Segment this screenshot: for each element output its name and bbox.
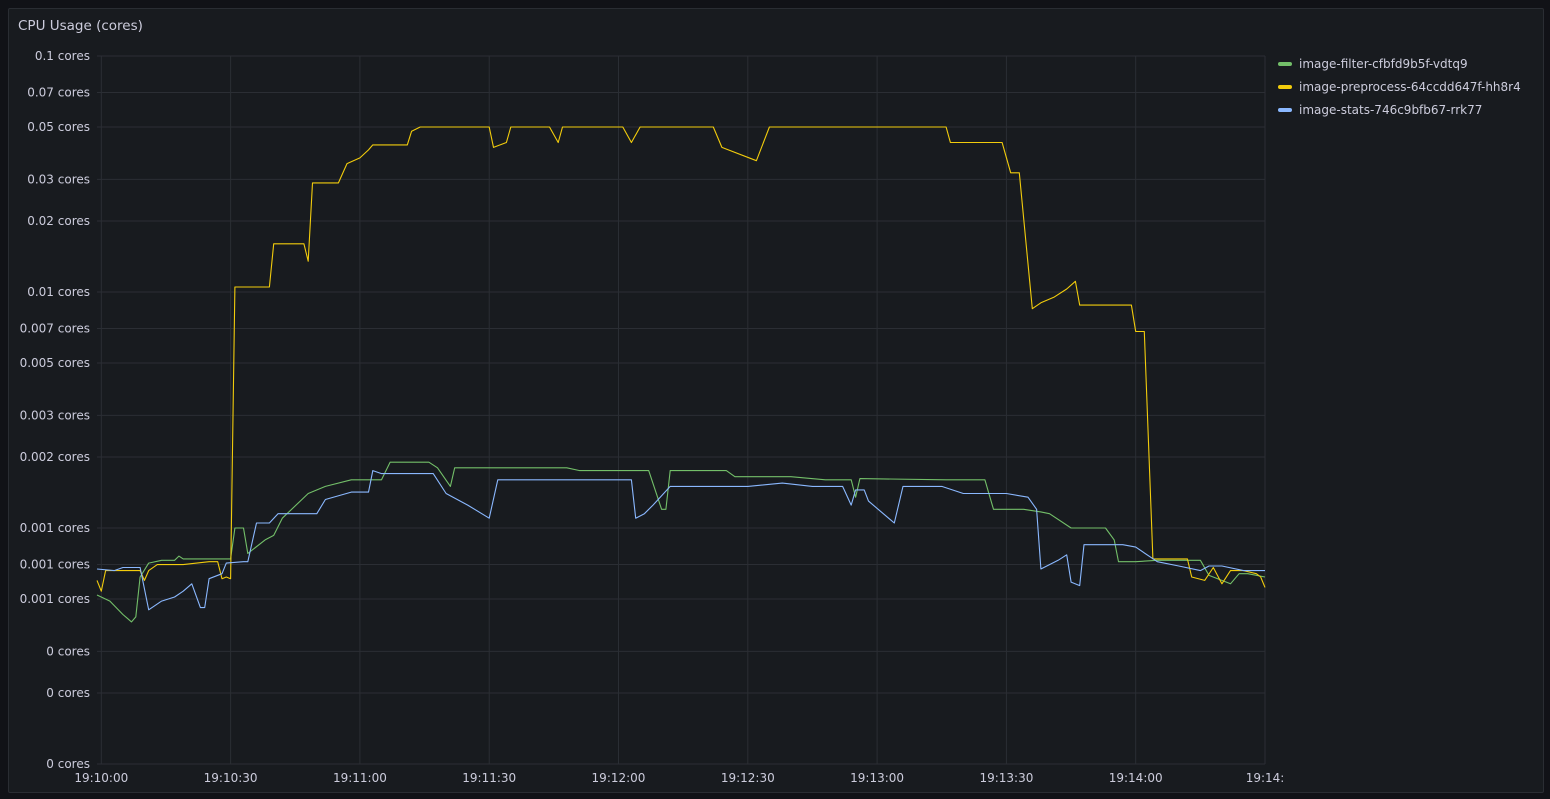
y-tick-label: 0.001 cores xyxy=(20,558,90,572)
legend-label: image-stats-746c9bfb67-rrk77 xyxy=(1299,102,1483,117)
legend-swatch xyxy=(1278,107,1292,112)
y-tick-label: 0.007 cores xyxy=(20,322,90,336)
x-tick-label: 19:14: xyxy=(1246,771,1285,785)
y-tick-label: 0.07 cores xyxy=(27,86,90,100)
y-tick-label: 0.1 cores xyxy=(35,49,90,63)
x-tick-label: 19:14:00 xyxy=(1109,771,1163,785)
y-tick-label: 0.002 cores xyxy=(20,450,90,464)
y-tick-label: 0.02 cores xyxy=(27,214,90,228)
legend-label: image-filter-cfbfd9b5f-vdtq9 xyxy=(1299,56,1468,71)
legend-swatch xyxy=(1278,84,1292,89)
x-axis: 19:10:00 19:10:30 19:11:00 19:11:30 19:12:00… xyxy=(74,771,1284,785)
legend-item[interactable]: image-preprocess-64ccdd647f-hh8r4 xyxy=(1278,75,1540,98)
x-tick-label: 19:13:30 xyxy=(979,771,1033,785)
legend-swatch xyxy=(1278,61,1292,66)
y-tick-label: 0.005 cores xyxy=(20,356,90,370)
legend-item[interactable]: image-filter-cfbfd9b5f-vdtq9 xyxy=(1278,52,1540,75)
x-tick-label: 19:13:00 xyxy=(850,771,904,785)
y-tick-label: 0.03 cores xyxy=(27,172,90,186)
y-tick-label: 0.001 cores xyxy=(20,592,90,606)
panel-title: CPU Usage (cores) xyxy=(18,18,143,34)
grid-lines xyxy=(97,55,1266,765)
chart-panel: CPU Usage (cores) xyxy=(8,8,1544,793)
legend-label: image-preprocess-64ccdd647f-hh8r4 xyxy=(1299,79,1521,94)
y-tick-label: 0.003 cores xyxy=(20,408,90,422)
x-tick-label: 19:10:00 xyxy=(74,771,128,785)
x-tick-label: 19:10:30 xyxy=(204,771,258,785)
y-tick-label: 0.05 cores xyxy=(27,120,90,134)
y-tick-label: 0 cores xyxy=(46,686,90,700)
x-tick-label: 19:12:30 xyxy=(721,771,775,785)
y-tick-label: 0 cores xyxy=(46,757,90,771)
x-tick-label: 19:12:00 xyxy=(592,771,646,785)
series-line-image-stats-746c9bfb67-rrk77[interactable] xyxy=(96,470,1265,611)
series-line-image-preprocess-64ccdd647f-hh8r4[interactable] xyxy=(96,126,1266,592)
series-lines xyxy=(96,126,1266,623)
y-tick-label: 0.001 cores xyxy=(20,521,90,535)
series-line-image-filter-cfbfd9b5f-vdtq9[interactable] xyxy=(96,461,1266,623)
x-tick-label: 19:11:30 xyxy=(462,771,516,785)
legend: image-filter-cfbfd9b5f-vdtq9 image-prepro… xyxy=(1278,52,1540,121)
y-tick-label: 0 cores xyxy=(46,644,90,658)
legend-item[interactable]: image-stats-746c9bfb67-rrk77 xyxy=(1278,98,1540,121)
y-axis: 0.1 cores 0.07 cores 0.05 cores 0.03 cores 0… xyxy=(20,49,90,771)
y-tick-label: 0.01 cores xyxy=(27,285,90,299)
x-tick-label: 19:11:00 xyxy=(333,771,387,785)
